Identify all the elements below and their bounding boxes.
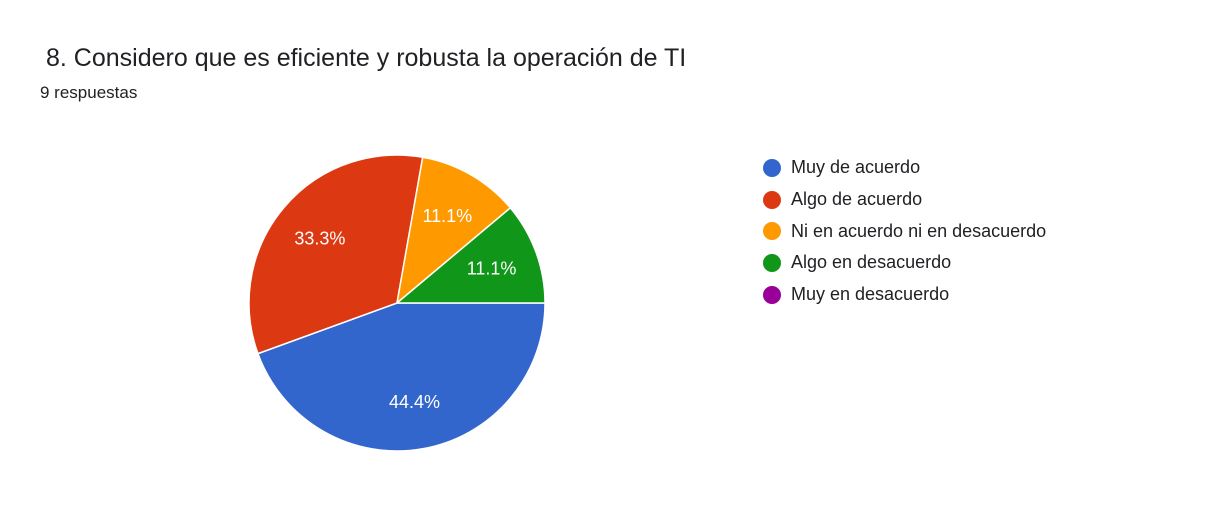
legend-item-muy-de-acuerdo[interactable]: Muy de acuerdo [763, 152, 1046, 184]
legend-item-muy-en-desacuerdo[interactable]: Muy en desacuerdo [763, 279, 1046, 311]
legend-swatch [763, 190, 781, 209]
legend-label: Algo en desacuerdo [791, 252, 952, 273]
pie-slice-muy-de-acuerdo[interactable] [257, 302, 546, 452]
chart-legend: Muy de acuerdo Algo de acuerdo Ni en acuer… [763, 152, 1046, 310]
legend-label: Algo de acuerdo [791, 189, 923, 210]
slice-label-algo-en-desacuerdo: 11.1% [467, 259, 517, 279]
chart-title: 8. Considero que es eficiente y robusta … [46, 44, 687, 72]
pie-chart: 44.4% 33.3% 11.1% 11.1% [248, 154, 546, 452]
pie-slice-algo-de-acuerdo[interactable] [248, 154, 424, 355]
slice-label-ni-en-acuerdo-ni-en-desacuerdo: 11.1% [422, 206, 472, 226]
pie-slice-ni-en-acuerdo-ni-en-desacuerdo[interactable] [396, 156, 512, 304]
slice-label-muy-de-acuerdo: 44.4% [389, 392, 440, 412]
legend-swatch [763, 158, 781, 177]
legend-swatch [763, 285, 781, 304]
legend-label: Ni en acuerdo ni en desacuerdo [791, 220, 1047, 241]
legend-swatch [763, 253, 781, 272]
legend-item-ni-en-acuerdo-ni-en-desacuerdo[interactable]: Ni en acuerdo ni en desacuerdo [763, 215, 1046, 247]
response-count: 9 respuestas [40, 83, 138, 102]
legend-item-algo-de-acuerdo[interactable]: Algo de acuerdo [763, 184, 1046, 216]
legend-label: Muy de acuerdo [791, 157, 921, 178]
legend-item-algo-en-desacuerdo[interactable]: Algo en desacuerdo [763, 247, 1046, 279]
pie-slice-algo-en-desacuerdo[interactable] [396, 207, 546, 304]
slice-label-algo-de-acuerdo: 33.3% [294, 228, 345, 248]
legend-swatch [763, 222, 781, 241]
legend-label: Muy en desacuerdo [791, 284, 950, 305]
